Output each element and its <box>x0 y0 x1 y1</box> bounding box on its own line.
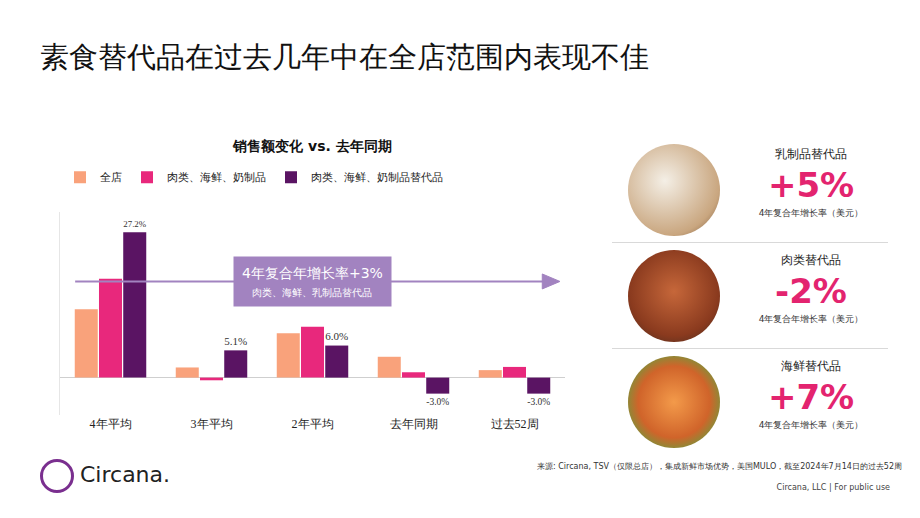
html-text:+7%: +7% <box>767 377 855 417</box>
html-text:Circana, LLC | For public use: Circana, LLC | For public use <box>776 483 890 492</box>
html-text:海鲜替代品: 海鲜替代品 <box>781 359 841 373</box>
svg-text:-3.0%: -3.0% <box>527 397 550 407</box>
svg-text:5.1%: 5.1% <box>224 335 247 347</box>
svg-text:肉类、海鲜、奶制品替代品: 肉类、海鲜、奶制品替代品 <box>311 171 443 184</box>
svg-text:2年平均: 2年平均 <box>292 417 334 431</box>
html-text:4年复合年增长率（美元）: 4年复合年增长率（美元） <box>758 208 864 218</box>
svg-text:27.2%: 27.2% <box>123 219 147 229</box>
html-text:素食替代品在过去几年中在全店范围内表现不佳: 素食替代品在过去几年中在全店范围内表现不佳 <box>40 40 649 74</box>
html-text:+5%: +5% <box>767 165 855 205</box>
svg-text:3年平均: 3年平均 <box>191 417 233 431</box>
svg-text:去年同期: 去年同期 <box>390 417 438 431</box>
html-text:4年复合年增长率（美元）: 4年复合年增长率（美元） <box>758 314 864 324</box>
svg-text:肉类、海鲜、奶制品: 肉类、海鲜、奶制品 <box>167 171 266 184</box>
svg-text:6.0%: 6.0% <box>325 330 348 342</box>
html-text:-2%: -2% <box>775 271 847 311</box>
html-text:4年复合年增长率（美元）: 4年复合年增长率（美元） <box>758 420 864 430</box>
html-text:乳制品替代品: 乳制品替代品 <box>775 147 847 161</box>
html-text:Circana.: Circana. <box>80 462 170 487</box>
html-text:肉类替代品: 肉类替代品 <box>781 253 841 267</box>
svg-text:过去52周: 过去52周 <box>491 417 539 431</box>
svg-text:4年平均: 4年平均 <box>90 417 132 431</box>
svg-text:销售额变化 vs. 去年同期: 销售额变化 vs. 去年同期 <box>232 138 392 154</box>
html-text:来源: Circana, TSV（仅限总店），集成新鲜市场优: 来源: Circana, TSV（仅限总店），集成新鲜市场优势，美国MULO，截… <box>537 462 902 471</box>
svg-text:4年复合年增长率+3%肉类、海鲜、乳制品替代品: 4年复合年增长率+3%肉类、海鲜、乳制品替代品 <box>242 265 383 298</box>
svg-text:-3.0%: -3.0% <box>426 397 449 407</box>
svg-text:全店: 全店 <box>100 171 122 184</box>
